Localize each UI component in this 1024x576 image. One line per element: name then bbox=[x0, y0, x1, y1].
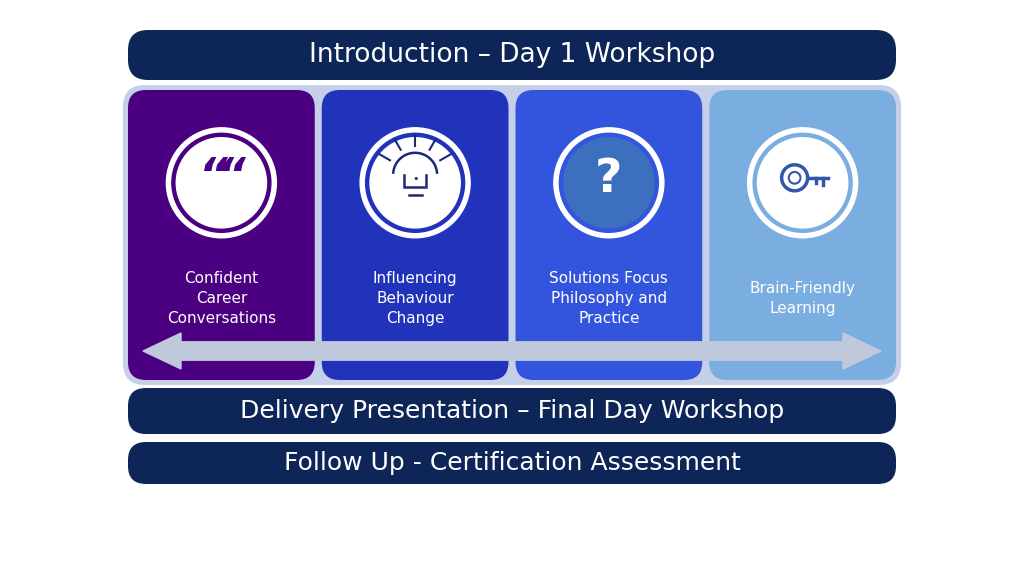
Circle shape bbox=[370, 138, 460, 228]
Circle shape bbox=[753, 133, 852, 232]
Circle shape bbox=[366, 133, 465, 232]
Circle shape bbox=[554, 128, 664, 238]
Text: •: • bbox=[412, 174, 419, 184]
FancyBboxPatch shape bbox=[710, 90, 896, 380]
Text: Introduction – Day 1 Workshop: Introduction – Day 1 Workshop bbox=[309, 42, 715, 68]
FancyBboxPatch shape bbox=[123, 85, 901, 385]
FancyBboxPatch shape bbox=[181, 342, 843, 360]
Text: Confident
Career
Conversations: Confident Career Conversations bbox=[167, 271, 275, 326]
FancyBboxPatch shape bbox=[128, 30, 896, 80]
Circle shape bbox=[172, 133, 271, 232]
Text: “: “ bbox=[199, 156, 227, 199]
FancyArrow shape bbox=[181, 333, 881, 369]
Text: Solutions Focus
Philosophy and
Practice: Solutions Focus Philosophy and Practice bbox=[550, 271, 669, 326]
FancyBboxPatch shape bbox=[515, 90, 702, 380]
Text: Influencing
Behaviour
Change: Influencing Behaviour Change bbox=[373, 271, 458, 326]
Text: Brain-Friendly
Learning: Brain-Friendly Learning bbox=[750, 282, 856, 316]
Circle shape bbox=[748, 128, 858, 238]
Circle shape bbox=[166, 128, 276, 238]
Text: “: “ bbox=[217, 156, 246, 199]
Text: Follow Up - Certification Assessment: Follow Up - Certification Assessment bbox=[284, 451, 740, 475]
FancyBboxPatch shape bbox=[322, 90, 509, 380]
Circle shape bbox=[176, 138, 266, 228]
FancyArrow shape bbox=[143, 333, 843, 369]
Circle shape bbox=[564, 138, 654, 228]
FancyBboxPatch shape bbox=[128, 90, 314, 380]
Circle shape bbox=[758, 138, 848, 228]
FancyBboxPatch shape bbox=[128, 442, 896, 484]
Text: Delivery Presentation – Final Day Workshop: Delivery Presentation – Final Day Worksh… bbox=[240, 399, 784, 423]
Text: ?: ? bbox=[595, 157, 623, 202]
FancyBboxPatch shape bbox=[128, 388, 896, 434]
Circle shape bbox=[559, 133, 658, 232]
Circle shape bbox=[360, 128, 470, 238]
